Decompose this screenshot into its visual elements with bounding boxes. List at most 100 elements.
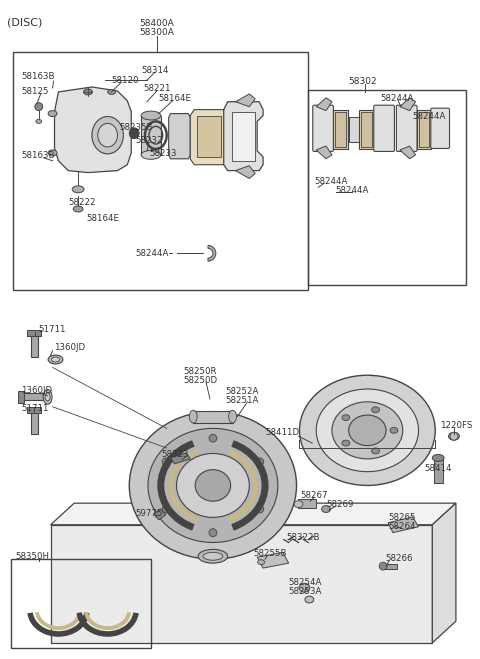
Ellipse shape	[84, 89, 92, 95]
Text: 58252A: 58252A	[226, 387, 259, 396]
Ellipse shape	[129, 128, 139, 138]
Polygon shape	[257, 552, 288, 568]
Ellipse shape	[332, 402, 403, 459]
Polygon shape	[400, 98, 416, 111]
Text: 58235B: 58235B	[120, 123, 153, 132]
Text: 58254A: 58254A	[288, 578, 322, 587]
Circle shape	[35, 103, 43, 111]
Polygon shape	[400, 146, 416, 159]
Polygon shape	[388, 517, 419, 532]
Polygon shape	[316, 98, 332, 111]
Text: 58120: 58120	[111, 76, 139, 85]
Ellipse shape	[92, 117, 123, 154]
Text: 58233: 58233	[149, 149, 177, 158]
Ellipse shape	[348, 415, 386, 445]
Text: 58323: 58323	[162, 450, 189, 459]
Text: 1220FS: 1220FS	[440, 420, 472, 430]
Bar	[27, 407, 41, 413]
Ellipse shape	[98, 123, 118, 147]
Text: 58244A: 58244A	[413, 111, 446, 121]
Bar	[417, 109, 432, 149]
Ellipse shape	[305, 596, 314, 603]
Bar	[360, 109, 374, 149]
Bar	[193, 411, 233, 424]
Text: 51711: 51711	[39, 325, 66, 334]
Circle shape	[209, 529, 217, 536]
Ellipse shape	[195, 470, 230, 501]
Ellipse shape	[228, 410, 237, 423]
Bar	[13, 51, 308, 290]
Polygon shape	[231, 111, 255, 161]
Text: 58255B: 58255B	[253, 550, 287, 558]
Text: 58314: 58314	[141, 67, 168, 75]
Bar	[197, 115, 221, 157]
Polygon shape	[50, 503, 456, 525]
Bar	[11, 559, 151, 648]
FancyBboxPatch shape	[374, 105, 395, 152]
Ellipse shape	[258, 559, 264, 565]
Ellipse shape	[148, 428, 278, 542]
Polygon shape	[236, 165, 255, 179]
Bar	[21, 393, 45, 400]
Text: 58251A: 58251A	[226, 396, 259, 405]
Text: 59775: 59775	[135, 509, 163, 518]
Text: 58400A: 58400A	[140, 19, 174, 28]
Ellipse shape	[372, 448, 380, 454]
Polygon shape	[170, 453, 190, 464]
Text: 58322B: 58322B	[287, 532, 320, 542]
Ellipse shape	[448, 432, 459, 440]
Text: 58164E: 58164E	[86, 214, 119, 223]
Bar	[18, 391, 24, 403]
Polygon shape	[224, 101, 263, 171]
Text: 58350H: 58350H	[15, 552, 49, 561]
Text: 58264: 58264	[388, 522, 416, 531]
Ellipse shape	[45, 393, 50, 401]
FancyBboxPatch shape	[431, 108, 449, 148]
Ellipse shape	[141, 150, 161, 159]
Polygon shape	[168, 113, 190, 159]
Ellipse shape	[432, 455, 444, 461]
Text: 58244A: 58244A	[135, 249, 168, 258]
Text: 58222: 58222	[68, 198, 96, 207]
Polygon shape	[316, 146, 332, 159]
Text: 58163B: 58163B	[21, 72, 55, 81]
Text: 1360JD: 1360JD	[21, 386, 52, 395]
Text: 58250D: 58250D	[183, 376, 217, 386]
Bar	[419, 111, 429, 147]
Bar	[383, 564, 397, 569]
Ellipse shape	[43, 389, 52, 404]
Circle shape	[450, 432, 458, 440]
Ellipse shape	[48, 111, 57, 117]
Ellipse shape	[342, 440, 350, 446]
Bar	[335, 111, 346, 147]
Circle shape	[209, 434, 217, 442]
Text: 1360JD: 1360JD	[55, 343, 85, 352]
Ellipse shape	[189, 410, 197, 423]
Ellipse shape	[342, 415, 350, 420]
Ellipse shape	[141, 111, 161, 120]
Text: 58221: 58221	[143, 84, 170, 93]
Polygon shape	[432, 503, 456, 643]
FancyBboxPatch shape	[396, 105, 417, 152]
Text: 58250R: 58250R	[183, 367, 217, 376]
Bar	[333, 109, 348, 149]
Ellipse shape	[48, 355, 63, 364]
Ellipse shape	[203, 552, 223, 560]
Text: 58125: 58125	[21, 87, 48, 96]
Ellipse shape	[108, 90, 116, 94]
Bar	[299, 500, 316, 508]
Text: 58244A: 58244A	[380, 94, 414, 103]
Ellipse shape	[294, 501, 303, 507]
Text: 58232: 58232	[135, 136, 163, 145]
Circle shape	[162, 458, 170, 466]
Ellipse shape	[322, 505, 330, 513]
Bar	[434, 458, 443, 484]
Ellipse shape	[390, 428, 398, 433]
Text: 58300A: 58300A	[139, 28, 174, 37]
Ellipse shape	[73, 206, 83, 212]
Text: 58302: 58302	[348, 77, 377, 86]
Text: 58163B: 58163B	[21, 151, 55, 160]
Bar	[31, 333, 38, 357]
Text: 58244A: 58244A	[314, 177, 348, 186]
Text: 58265: 58265	[388, 513, 416, 522]
